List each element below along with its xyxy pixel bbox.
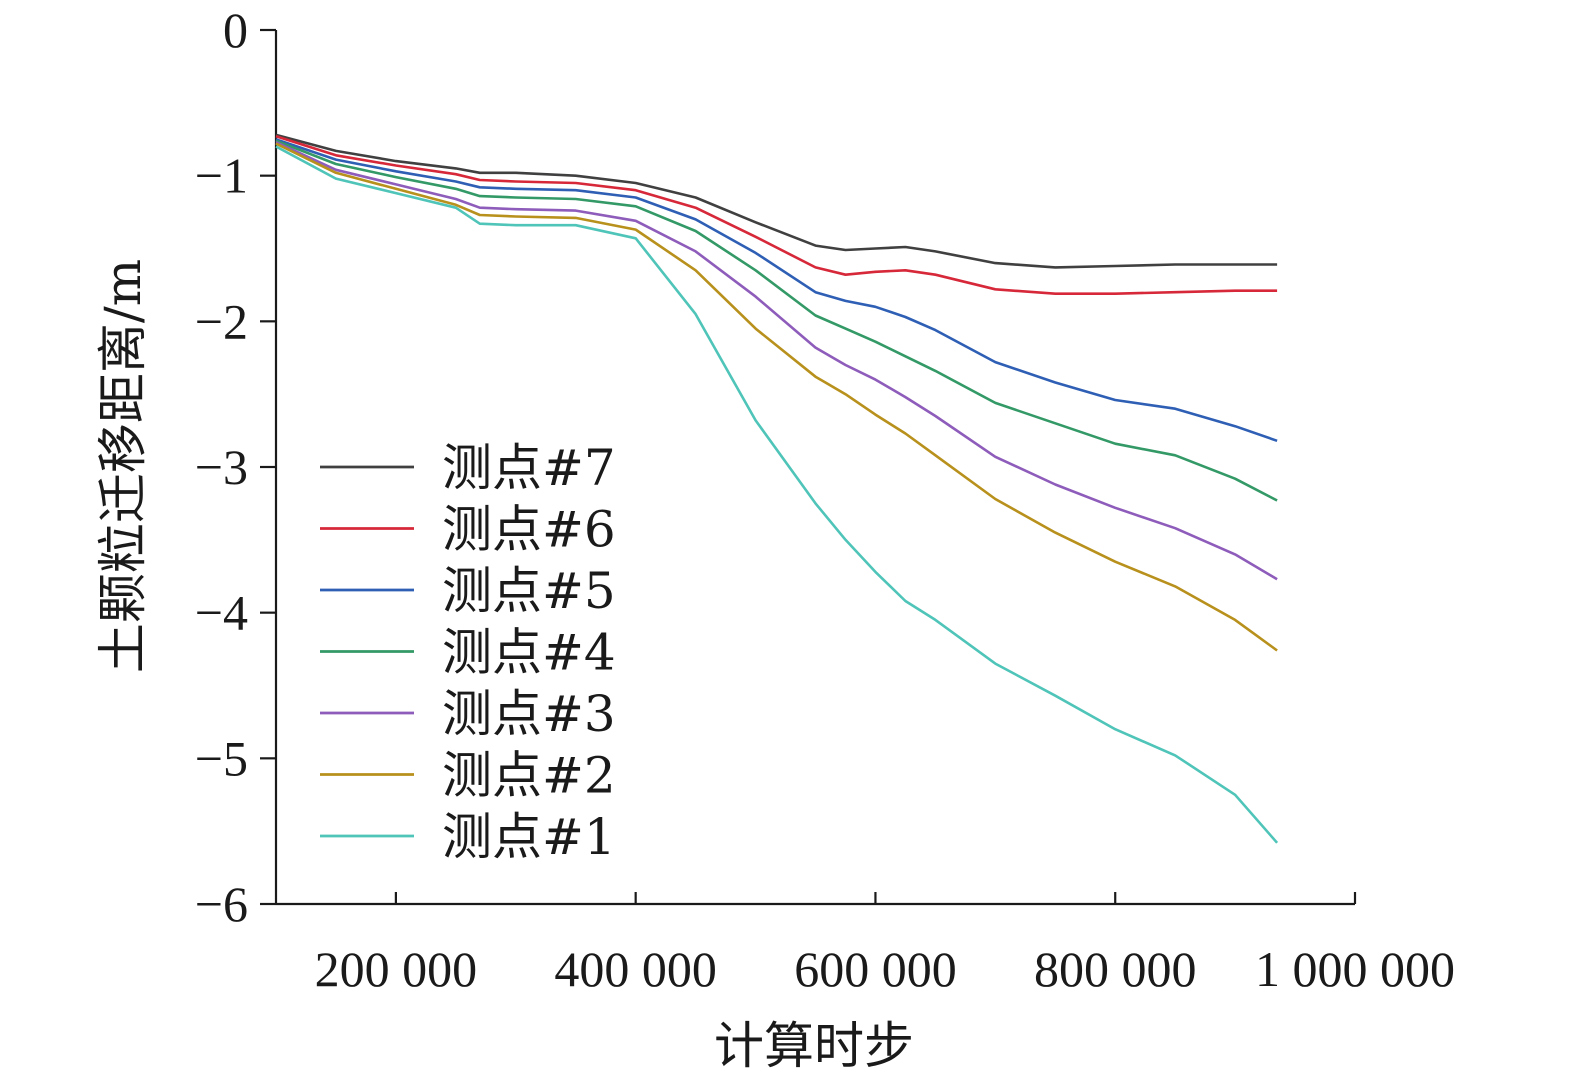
x-tick-label: 400 000 [554, 941, 717, 997]
legend-label: 测点#3 [442, 685, 616, 743]
y-tick-label: −2 [195, 293, 248, 349]
series-line [275, 142, 1278, 652]
y-axis-title: 土颗粒迁移距离/m [94, 259, 152, 673]
axes: 0 −1 −2 −3 −4 −5 −6 200 000 400 000 600 000 800 00… [195, 2, 1455, 997]
x-tick-label: 800 000 [1034, 941, 1197, 997]
legend-label: 测点#5 [442, 562, 616, 620]
y-tick-label: −1 [195, 148, 248, 204]
series-line [275, 135, 1278, 296]
series-lines [275, 133, 1279, 844]
legend-label: 测点#2 [442, 747, 616, 805]
y-tick-label: −5 [195, 730, 248, 786]
legend-label: 测点#7 [442, 439, 616, 497]
x-tick-label: 200 000 [315, 941, 478, 997]
legend-label: 测点#6 [442, 501, 616, 559]
y-tick-label: −4 [195, 585, 248, 641]
x-tick-label: 1 000 000 [1255, 941, 1455, 997]
series-line [275, 141, 1278, 581]
x-tick-label: 600 000 [794, 941, 957, 997]
legend: 测点#7测点#6测点#5测点#4测点#3测点#2测点#1 [320, 439, 616, 866]
series-line [275, 138, 1278, 443]
y-tick-label: 0 [223, 2, 248, 58]
legend-label: 测点#1 [442, 808, 616, 866]
y-tick-label: −6 [195, 876, 248, 932]
legend-label: 测点#4 [442, 624, 616, 682]
y-tick-label: −3 [195, 439, 248, 495]
series-line [275, 133, 1278, 269]
series-line [275, 145, 1279, 844]
series-line [275, 139, 1278, 502]
x-axis-title: 计算时步 [714, 1017, 914, 1075]
